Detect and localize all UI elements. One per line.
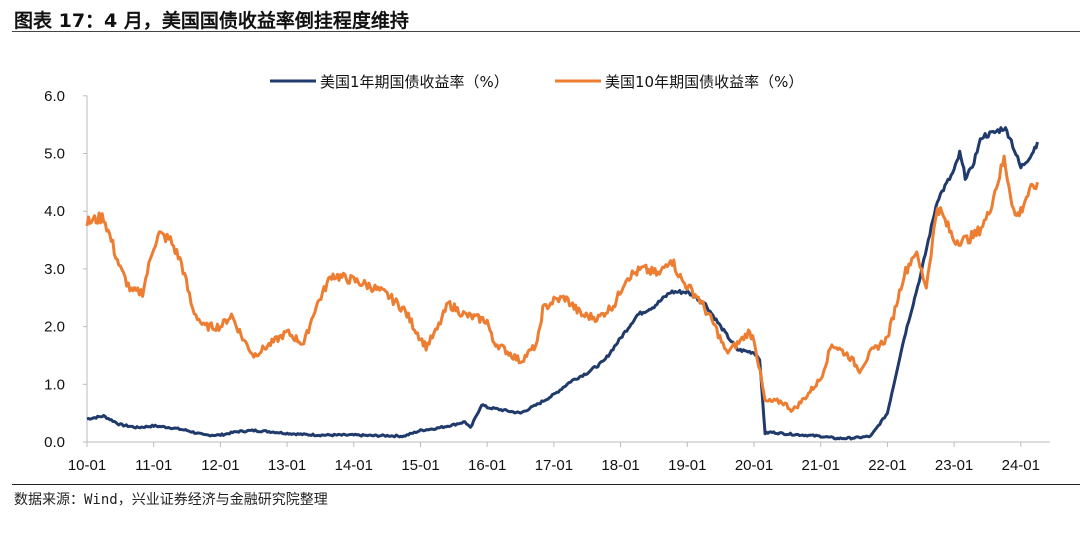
x-tick-label: 18-01 [601, 457, 639, 474]
figure-title: 图表 17：4 月，美国国债收益率倒挂程度维持 [14, 10, 409, 32]
x-tick-label: 14-01 [335, 457, 373, 474]
y-tick-label: 3.0 [44, 261, 65, 278]
x-tick-label: 13-01 [268, 457, 306, 474]
x-tick-label: 15-01 [401, 457, 439, 474]
x-tick-label: 20-01 [735, 457, 773, 474]
y-tick-label: 5.0 [44, 146, 65, 163]
y-tick-label: 6.0 [44, 88, 65, 105]
x-tick-label: 17-01 [535, 457, 573, 474]
x-tick-label: 24-01 [1002, 457, 1040, 474]
legend-label: 美国10年期国债收益率（%） [605, 73, 803, 91]
x-tick-label: 12-01 [201, 457, 239, 474]
y-tick-label: 1.0 [44, 376, 65, 393]
x-tick-label: 22-01 [868, 457, 906, 474]
legend-label: 美国1年期国债收益率（%） [320, 73, 509, 91]
source-divider [12, 484, 1080, 485]
series-line-1y [86, 126, 1039, 441]
y-tick-label: 0.0 [44, 434, 65, 451]
y-tick-label: 2.0 [44, 319, 65, 336]
y-tick-label: 4.0 [44, 203, 65, 220]
x-tick-label: 19-01 [668, 457, 706, 474]
source-note: 数据来源：Wind，兴业证券经济与金融研究院整理 [14, 492, 328, 508]
title-divider [12, 31, 1080, 32]
x-tick-label: 11-01 [135, 457, 172, 474]
x-tick-label: 10-01 [68, 457, 106, 474]
x-tick-label: 21-01 [802, 457, 840, 474]
x-tick-label: 23-01 [935, 457, 973, 474]
x-tick-label: 16-01 [468, 457, 506, 474]
series-line-10y [85, 154, 1039, 413]
